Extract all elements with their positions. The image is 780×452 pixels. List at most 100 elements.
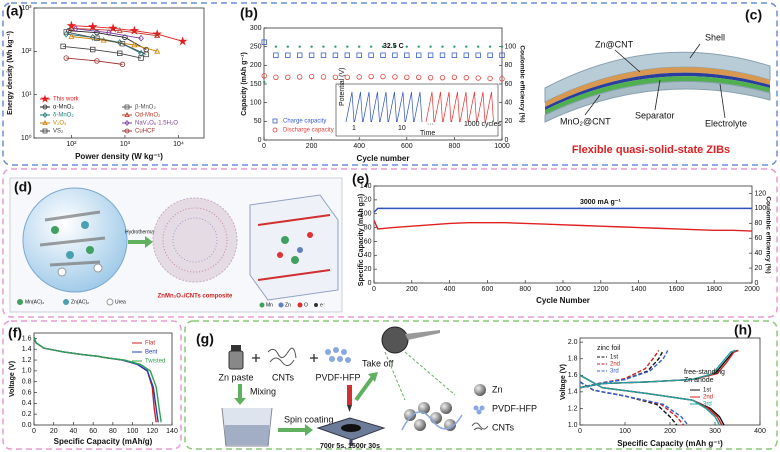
annotation: free-standing <box>684 369 725 376</box>
shape <box>584 94 601 116</box>
marker <box>415 52 422 58</box>
annotation: 3000 mA g⁻¹ <box>580 199 621 206</box>
shape <box>404 402 456 431</box>
marker <box>138 55 144 61</box>
legend-label: Od-MnO₂ <box>135 113 161 119</box>
marker <box>320 52 327 58</box>
marker <box>334 45 337 48</box>
x-tick-label: 1200 <box>593 286 609 293</box>
shape <box>614 49 641 73</box>
label: Zn paste <box>218 372 253 382</box>
marker <box>439 52 446 58</box>
legend-label: CNTs <box>492 422 514 432</box>
shape <box>325 349 331 355</box>
legend-label: Mn <box>266 302 273 308</box>
shape <box>297 302 303 308</box>
annotation: Zn anode <box>684 377 714 384</box>
x-tick-label: 0 <box>578 428 582 435</box>
y-tick-label: 10⁰ <box>21 134 32 142</box>
legend-label: Discharge capacity <box>283 128 334 134</box>
label: Mixing <box>250 386 276 396</box>
y2-tick-label: 40 <box>505 100 513 107</box>
shape <box>347 405 352 412</box>
x-tick-label: 10² <box>66 141 77 148</box>
shape <box>277 252 283 258</box>
x-tick-label: 400 <box>353 143 365 150</box>
label: PVDF-HFP <box>316 372 361 382</box>
shape <box>172 217 218 263</box>
label: CNTs <box>272 372 294 382</box>
legend-label: Zn <box>285 302 291 308</box>
y2-axis-label: Coulombic efficiency (%) <box>764 196 771 273</box>
marker <box>356 52 362 58</box>
marker <box>344 74 350 80</box>
shape <box>474 384 486 396</box>
x-axis-label: Cycle number <box>357 154 410 163</box>
shape <box>297 247 303 253</box>
shape <box>17 299 23 305</box>
marker <box>487 75 493 82</box>
marker <box>310 45 313 48</box>
x-tick-label: 600 <box>401 143 413 150</box>
label: Zn@CNT <box>595 39 634 49</box>
inset-frame <box>335 83 499 137</box>
x-axis-label: Power density (W kg⁻¹) <box>75 152 163 161</box>
marker <box>263 80 266 84</box>
y-tick-label: 150 <box>250 81 262 88</box>
shape <box>257 214 331 226</box>
shape <box>473 405 479 411</box>
legend-label: α-MnO₂ <box>53 105 74 111</box>
legend-label: 3rd <box>610 369 619 375</box>
marker <box>500 45 504 48</box>
legend-label: V₂O₅ <box>53 121 67 127</box>
marker <box>320 74 327 80</box>
annotation: Potential (V) <box>339 67 346 106</box>
legend-label: Zn(AC)₂ <box>71 299 89 305</box>
inset-curve <box>345 91 423 123</box>
shape <box>384 351 406 401</box>
shape <box>314 303 318 307</box>
shape <box>545 72 770 110</box>
shape <box>252 354 318 362</box>
marker <box>380 52 386 58</box>
shape <box>325 347 351 363</box>
marker <box>286 45 289 48</box>
marker <box>380 73 386 80</box>
marker <box>273 74 279 80</box>
shape <box>654 79 661 111</box>
marker <box>68 24 75 31</box>
y-tick-label: 80 <box>364 224 372 231</box>
shape <box>329 356 335 362</box>
marker <box>143 51 149 58</box>
x-tick-label: 120 <box>146 428 158 435</box>
y-tick-label: 10¹ <box>21 92 32 99</box>
shape <box>418 402 430 414</box>
x-tick-label: 0 <box>262 143 266 150</box>
series-line <box>33 337 162 423</box>
shape <box>473 405 485 415</box>
shape <box>49 260 101 267</box>
y-tick-label: 50 <box>254 118 262 125</box>
y-tick-label: 0.2 <box>22 411 32 418</box>
marker <box>451 74 458 80</box>
panel-label: (h) <box>734 322 752 338</box>
marker <box>322 45 325 48</box>
legend-marker <box>124 128 130 134</box>
x-axis-label: Cycle Number <box>536 296 590 305</box>
marker <box>90 46 96 53</box>
y-tick-label: 120 <box>360 197 372 204</box>
series-line <box>66 31 147 55</box>
label: Hydrothermal <box>125 229 155 235</box>
y-tick-label: 200 <box>250 62 262 69</box>
y-tick-label: 1.0 <box>568 422 578 429</box>
legend-label: VS₂ <box>53 129 64 135</box>
y2-tick-label: 100 <box>505 44 517 51</box>
y-axis-label: Voltage (V) <box>9 361 16 397</box>
panel-label: (f) <box>8 325 22 341</box>
y-tick-label: 0.0 <box>22 422 32 429</box>
marker <box>393 45 397 48</box>
legend-marker <box>42 104 48 110</box>
label: ZnMn₂O₄/CNTs composite <box>158 294 233 300</box>
legend-marker <box>124 111 130 117</box>
